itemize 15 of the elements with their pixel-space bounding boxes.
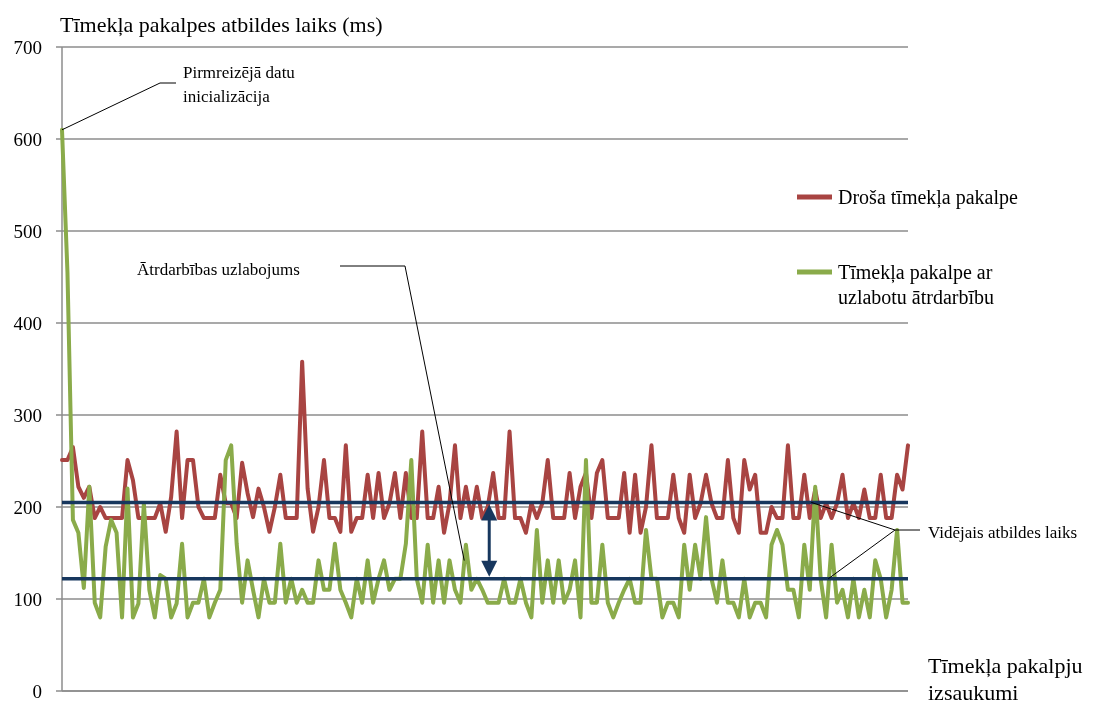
x-axis-title: Tīmekļa pakalpju izsaukumi [928,653,1083,705]
text: Vidējais atbildes laiks [928,523,1078,542]
y-tick-label: 600 [13,128,42,150]
y-axis-title: Tīmekļa pakalpes atbildes laiks (ms) [60,12,383,37]
annotation: Ātrdarbības uzlabojums [137,260,300,279]
legend-label: Droša tīmekļa pakalpe [838,186,1019,209]
y-tick-label: 700 [13,36,42,58]
y-tick-label: 0 [32,680,42,702]
y-tick-label: 200 [13,496,42,518]
y-tick-label: 500 [13,220,42,242]
y-tick-label: 100 [13,588,42,610]
y-tick-label: 300 [13,404,42,426]
annotation: Pirmreizējā datu inicializācija [183,63,296,106]
legend-label: Tīmekļa pakalpe ar uzlabotu ātrdarbību [838,261,995,308]
y-tick-label: 400 [13,312,42,334]
